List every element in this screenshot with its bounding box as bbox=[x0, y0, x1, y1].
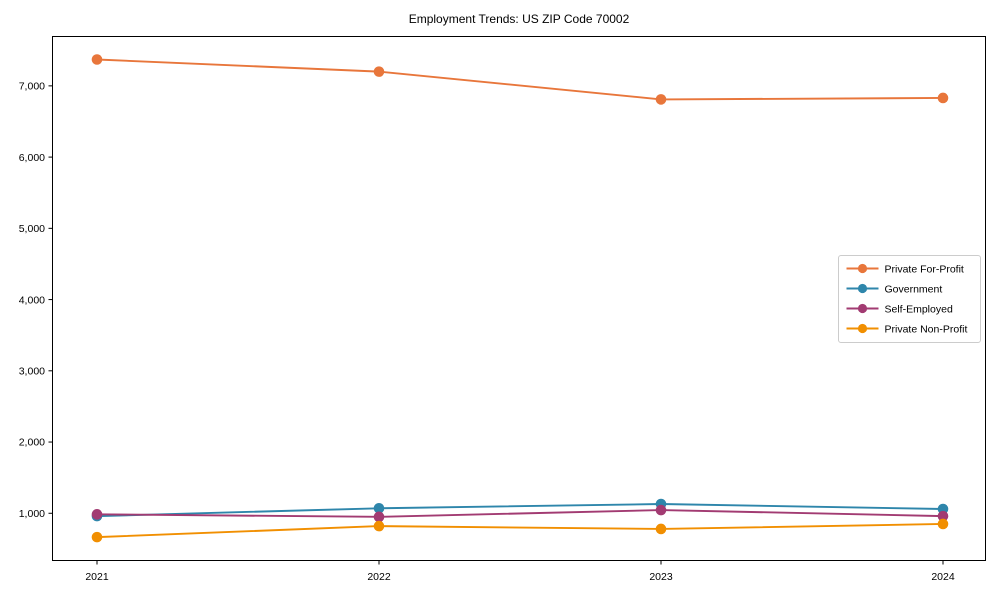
series-self-employed bbox=[91, 504, 949, 523]
legend-marker-icon bbox=[857, 263, 868, 274]
data-point-marker bbox=[937, 510, 949, 522]
legend: Private For-Profit Government Self-Employe… bbox=[838, 255, 981, 343]
x-tick-label: 2024 bbox=[931, 571, 955, 583]
series-line bbox=[96, 503, 944, 518]
legend-item: Private For-Profit bbox=[846, 263, 964, 275]
legend-label: Self-Employed bbox=[885, 303, 953, 315]
plot-area: 1,000 2,000 3,000 4,000 5,000 6,000 7,000 2021 2… bbox=[19, 36, 986, 583]
data-point-marker bbox=[373, 520, 385, 532]
legend-marker-icon bbox=[857, 323, 868, 334]
data-point-marker bbox=[655, 94, 667, 105]
y-tick-label: 7,000 bbox=[19, 81, 45, 93]
series-private-non-profit bbox=[91, 518, 949, 543]
data-point-marker bbox=[373, 66, 385, 77]
chart-title: Employment Trends: US ZIP Code 70002 bbox=[409, 12, 630, 26]
data-point-marker bbox=[91, 509, 103, 520]
y-tick-label: 4,000 bbox=[19, 294, 45, 306]
data-point-marker bbox=[373, 502, 385, 514]
series-private-for-profit bbox=[91, 54, 949, 105]
data-point-marker bbox=[655, 504, 667, 516]
legend-label: Government bbox=[885, 283, 943, 295]
data-point-marker bbox=[655, 523, 667, 535]
y-tick-label: 6,000 bbox=[19, 152, 45, 164]
legend-item: Private Non-Profit bbox=[846, 323, 968, 335]
legend-marker-icon bbox=[857, 303, 868, 314]
x-tick-label: 2023 bbox=[649, 571, 673, 583]
series-line bbox=[96, 509, 944, 518]
y-tick-label: 3,000 bbox=[19, 366, 45, 378]
plot-background bbox=[52, 36, 986, 561]
data-point-marker bbox=[937, 518, 949, 530]
y-tick-label: 5,000 bbox=[19, 223, 45, 235]
series-line bbox=[96, 58, 944, 101]
legend-item: Government bbox=[846, 283, 943, 295]
data-point-marker bbox=[937, 92, 949, 104]
x-tick-label: 2022 bbox=[367, 571, 391, 583]
data-point-marker bbox=[91, 531, 103, 543]
legend-label: Private Non-Profit bbox=[885, 323, 968, 335]
plot-border bbox=[52, 36, 986, 561]
series-line bbox=[96, 523, 944, 539]
y-tick-label: 1,000 bbox=[19, 508, 45, 520]
x-tick-label: 2021 bbox=[85, 571, 109, 583]
legend-label: Private For-Profit bbox=[885, 263, 964, 275]
legend-item: Self-Employed bbox=[846, 303, 953, 315]
data-point-marker bbox=[91, 54, 103, 65]
legend-marker-icon bbox=[857, 283, 868, 294]
data-point-marker bbox=[373, 511, 385, 523]
y-tick-label: 2,000 bbox=[19, 437, 45, 449]
legend-box bbox=[838, 255, 981, 343]
